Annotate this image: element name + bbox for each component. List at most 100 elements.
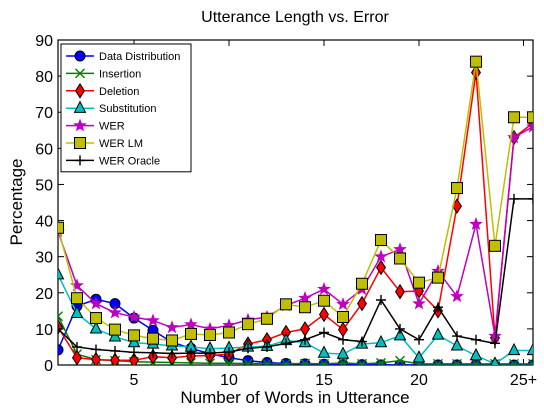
x-axis-label: Number of Words in Utterance [180,388,409,407]
data-point-insertion [528,358,533,365]
legend-item-deletion: Deletion [66,82,139,99]
data-point-insertion [376,357,386,365]
y-tick-label: 40 [35,214,53,231]
data-point-wer-oracle [186,348,196,359]
y-tick-label: 80 [35,69,53,86]
series-wer-oracle [58,193,533,359]
legend-label: Substitution [99,103,156,115]
data-point-wer-lm [166,334,178,347]
data-point-insertion [338,357,348,365]
legend-item-insertion: Insertion [66,68,141,80]
data-point-wer-oracle [471,334,481,345]
legend-item-wer: WER [66,118,125,133]
data-point-wer-lm [413,276,425,289]
y-tick-label: 50 [35,177,53,194]
data-point-wer-oracle [433,302,443,313]
legend: Data Distribution Insertion Deletion Substi… [60,43,192,173]
data-point-insertion [357,358,367,365]
legend-label: Insertion [99,68,141,80]
data-point-wer [317,282,331,295]
legend-marker [74,137,86,149]
data-point-substitution [450,338,464,351]
data-point-wer-lm [109,323,121,336]
data-point-substitution [507,342,521,356]
data-point-wer-lm [451,182,463,195]
data-point-deletion [91,351,101,365]
data-point-wer [507,130,521,144]
data-point-data-distribution [508,359,520,365]
data-point-wer-lm [356,277,368,290]
data-point-insertion [433,358,443,365]
data-point-wer-oracle [300,334,310,345]
legend-item-wer-oracle: WER Oracle [66,155,160,167]
data-point-substitution [336,346,350,359]
legend-item-substitution: Substitution [66,100,156,115]
series-substitution [58,267,533,365]
data-point-wer-oracle [319,327,329,338]
data-point-substitution [317,345,331,358]
y-tick-label: 90 [35,33,53,50]
series-group [58,55,533,365]
data-point-substitution [70,305,84,318]
data-point-wer [469,217,483,230]
data-point-substitution [58,267,65,280]
series-wer-lm [58,55,533,347]
data-point-wer [89,296,103,310]
data-point-wer-lm [147,332,159,345]
legend-marker [74,50,86,62]
data-point-wer-lm [261,312,273,325]
data-point-substitution [431,327,445,340]
data-point-wer-oracle [72,341,82,352]
data-point-deletion [110,352,120,365]
chart-title: Utterance Length vs. Error [201,9,389,26]
data-point-wer-oracle [91,344,101,355]
data-point-deletion [129,352,139,365]
data-point-wer-oracle [395,323,405,334]
legend-item-wer-lm: WER LM [66,137,143,150]
legend-marker [75,82,85,99]
data-point-wer-oracle [262,341,272,352]
legend-label: WER Oracle [99,155,160,167]
legend-item-data-distribution: Data Distribution [66,50,180,63]
data-point-wer-oracle [58,323,63,334]
data-point-deletion [376,259,386,276]
data-point-wer [374,249,388,263]
data-point-wer-lm [223,326,235,339]
data-point-wer-oracle [224,347,234,357]
data-point-insertion [471,358,481,365]
data-point-wer-oracle [509,193,519,204]
data-point-wer-oracle [528,193,533,204]
data-point-wer [184,317,198,331]
data-point-substitution [526,342,533,356]
data-point-deletion [395,283,405,300]
data-point-wer-lm [527,111,533,124]
data-point-wer-oracle [110,345,120,356]
legend-label: WER [99,121,125,133]
y-tick-label: 60 [35,141,53,158]
data-point-insertion [509,358,519,365]
data-point-wer-lm [90,312,102,325]
legend-label: Deletion [99,86,139,98]
data-point-substitution [89,321,103,334]
data-point-wer-lm [394,252,406,265]
data-point-wer [336,297,350,311]
data-point-insertion [262,358,272,365]
legend-marker [73,100,87,113]
data-point-wer-lm [508,111,520,124]
data-point-data-distribution [261,356,273,365]
x-tick-label: 5 [130,372,139,389]
legend-label: WER LM [99,138,143,150]
x-tick-label: 15 [315,372,333,389]
data-point-wer-lm [71,292,83,305]
data-point-insertion [452,358,462,365]
data-point-wer-lm [58,221,64,234]
y-tick-label: 0 [44,358,53,375]
data-point-data-distribution [337,359,349,365]
data-point-wer [450,289,464,303]
data-point-substitution [469,347,483,361]
data-point-wer-oracle [243,343,253,354]
data-point-wer [298,291,312,304]
data-point-wer-oracle [129,347,139,358]
legend-label: Data Distribution [99,51,180,63]
data-point-wer-oracle [357,336,367,347]
